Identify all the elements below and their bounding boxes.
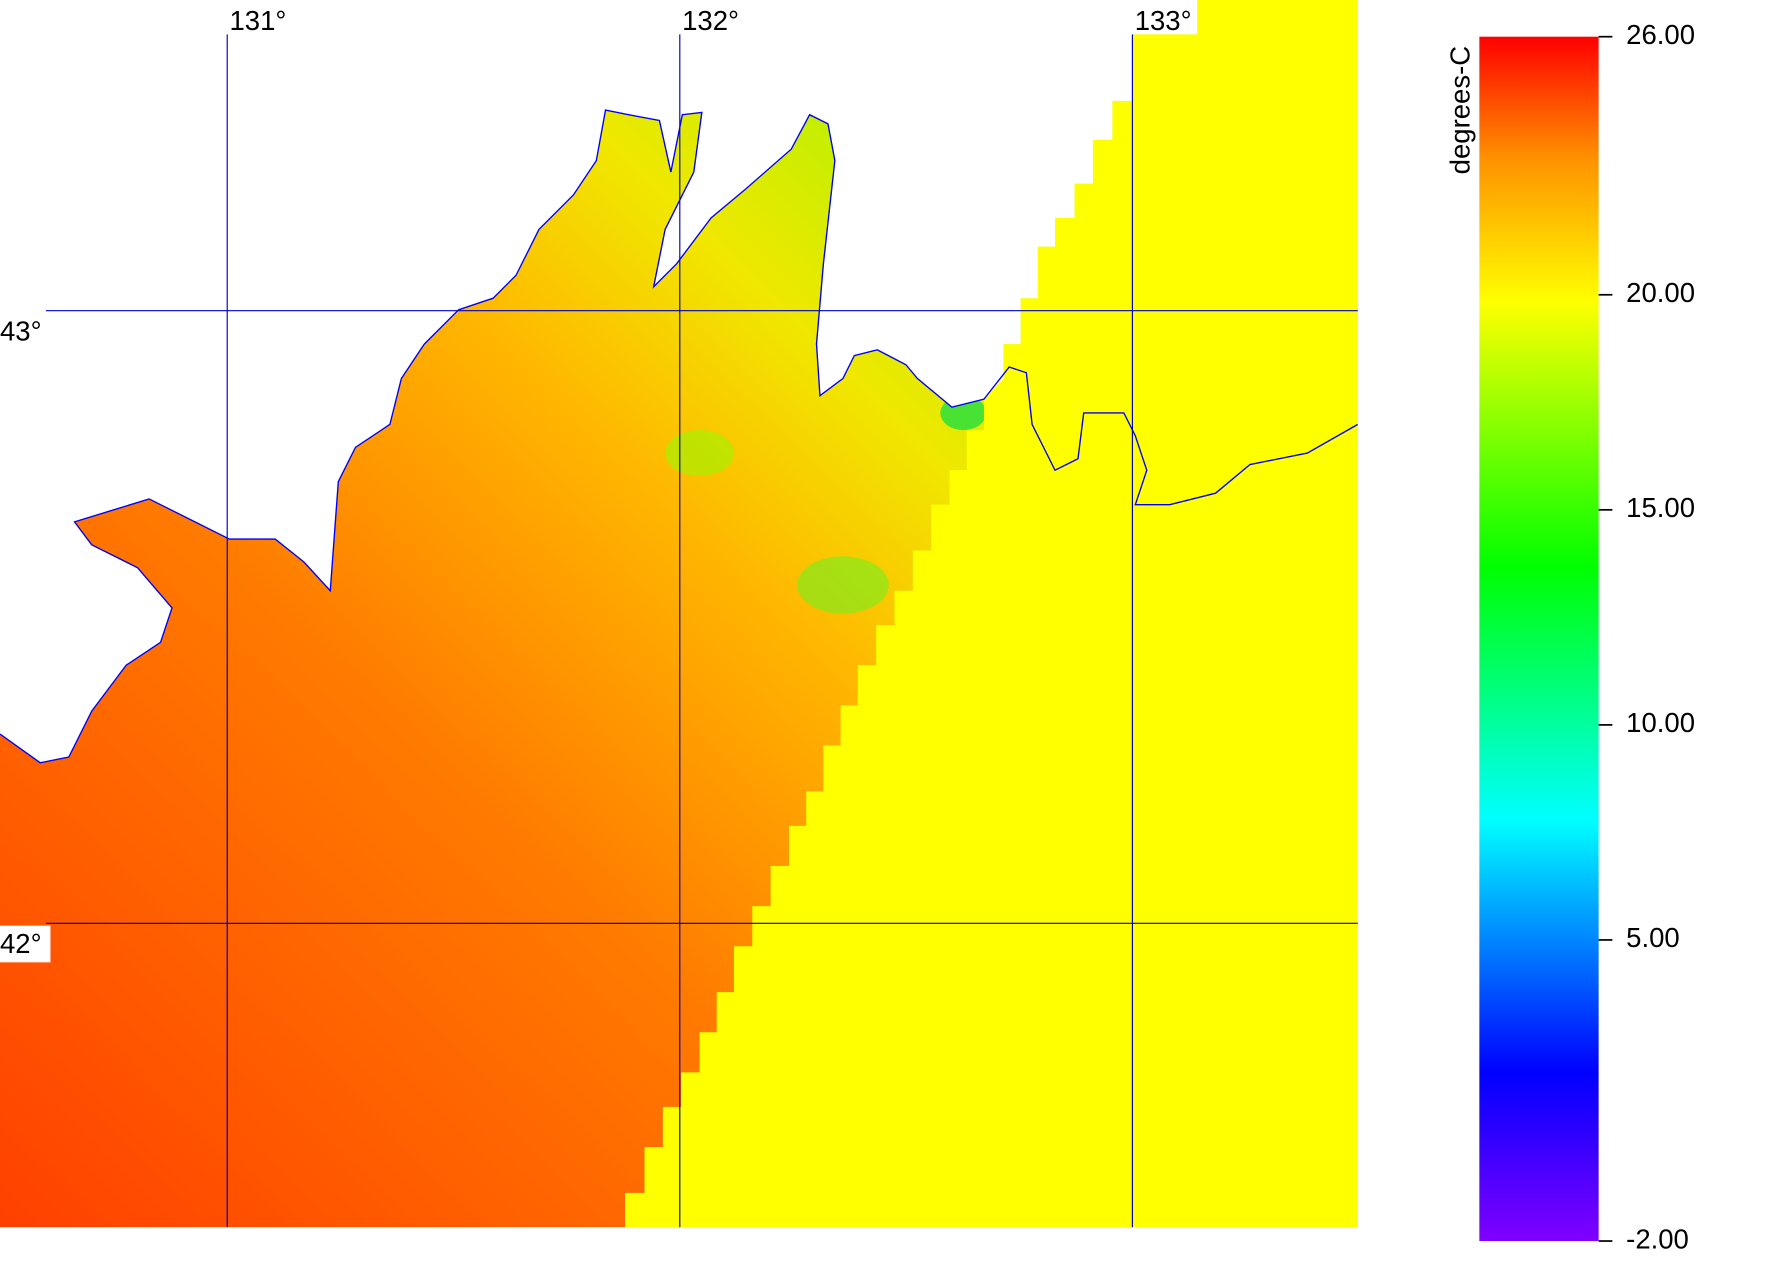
lat-label: 43° [0, 315, 42, 346]
colorbar-tick-label: -2.00 [1626, 1223, 1689, 1254]
colorbar-tick-label: 20.00 [1626, 277, 1695, 308]
land [0, 0, 1198, 763]
lon-label: 131° [229, 5, 286, 36]
graticule: 131° 132° 133° 43° 42° [0, 5, 1358, 1228]
no-data-fill [625, 0, 1358, 1228]
cool-patch [797, 556, 889, 614]
colorbar-tick-label: 10.00 [1626, 707, 1695, 738]
colorbar-title: degrees-C [1444, 46, 1475, 174]
colorbar-tick-label: 5.00 [1626, 922, 1680, 953]
lat-label-bg [0, 312, 51, 350]
colorbar-tick-label: 26.00 [1626, 19, 1695, 50]
lon-label: 132° [682, 5, 739, 36]
lon-label: 133° [1135, 5, 1192, 36]
cool-patch [665, 430, 734, 476]
lat-label-bg [0, 925, 51, 963]
colorbar-tick-label: 15.00 [1626, 492, 1695, 523]
colorbar [1479, 36, 1599, 1242]
lat-label: 42° [0, 928, 42, 959]
map-area [0, 0, 1358, 1228]
